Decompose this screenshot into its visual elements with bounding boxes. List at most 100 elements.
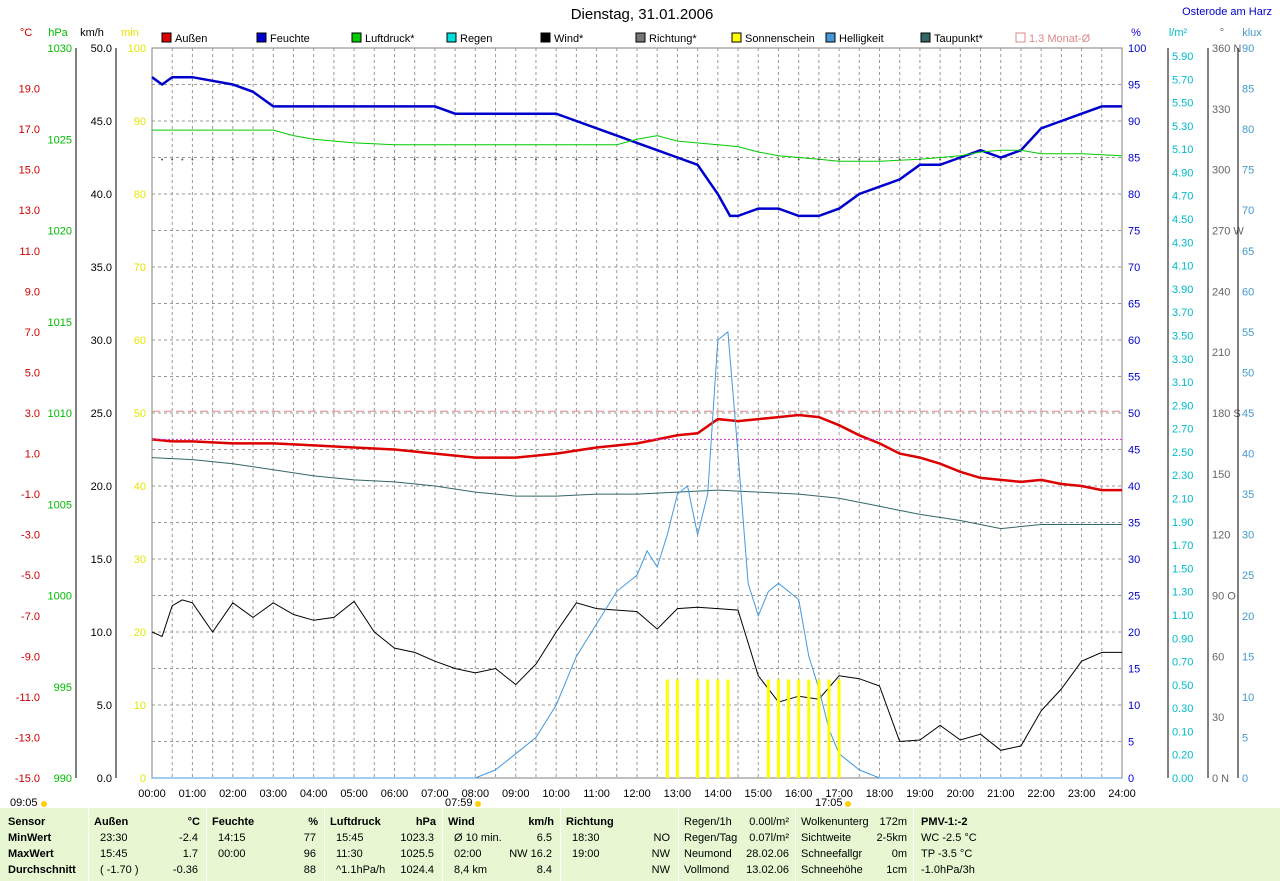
footer-cell-time: 02:00 (454, 848, 482, 860)
right-axis-tick: 90 (1242, 43, 1254, 55)
right-axis-tick: 2.90 (1172, 400, 1193, 412)
footer-unit: hPa (415, 816, 436, 828)
right-axis-tick: 85 (1242, 84, 1254, 96)
series-feuchte (151, 75, 1122, 218)
direction-point (534, 158, 537, 161)
legend-swatch (540, 32, 551, 43)
right-axis-tick: 45 (1128, 445, 1140, 457)
legend-swatch (825, 32, 836, 43)
legend-label: Sonnenschein (745, 33, 815, 45)
sensor-time-marker: 09:05 (10, 797, 38, 808)
x-axis-tick: 09:00 (502, 788, 530, 800)
right-axis-tick: 5.90 (1172, 51, 1193, 63)
legend-swatch (635, 32, 646, 43)
left-axis-tick: -3.0 (21, 530, 40, 542)
left-axis-tick: 19.0 (19, 84, 40, 96)
right-axis-unit: klux (1242, 27, 1262, 39)
footer-cell-value: TP -3.5 °C (921, 848, 973, 860)
footer-cell-label: Schneefallgr (801, 848, 863, 860)
left-axis-tick: 70 (134, 262, 146, 274)
left-axis-tick: 60 (134, 335, 146, 347)
footer-cell-time: ^1.1hPa/h (336, 864, 386, 876)
footer-header: Richtung (566, 816, 614, 828)
direction-point (737, 158, 740, 161)
footer-col-wind: Wind km/h Ø 10 min. 6.5 02:00 NW 16.2 8,4 km 8.… (442, 808, 561, 881)
x-axis-tick: 01:00 (179, 788, 207, 800)
footer-cell-value: -0.36 (172, 864, 198, 876)
legend-label: Helligkeit (839, 33, 884, 45)
right-axis-tick: 85 (1128, 153, 1140, 165)
left-axis-tick: 1030 (48, 43, 72, 55)
x-axis-tick: 24:00 (1108, 788, 1136, 800)
right-axis-tick: 1.50 (1172, 563, 1193, 575)
x-axis-tick: 21:00 (987, 788, 1015, 800)
x-axis-tick: 00:00 (138, 788, 166, 800)
right-axis-tick: 4.30 (1172, 237, 1193, 249)
right-axis-tick: 80 (1242, 124, 1254, 136)
right-axis-tick: 0.10 (1172, 726, 1193, 738)
right-axis-tick: 150 (1212, 469, 1230, 481)
footer-cell-value: NO (653, 832, 671, 844)
direction-point (1040, 158, 1043, 161)
footer-unit: km/h (528, 816, 554, 828)
legend-swatch (256, 32, 267, 43)
direction-point (858, 158, 861, 161)
left-axis-tick: 80 (134, 189, 146, 201)
footer-cell-time: 11:30 (336, 848, 363, 860)
x-axis-tick: 07:00 (421, 788, 449, 800)
footer-cell-value: 6.5 (536, 832, 552, 844)
x-axis-tick: 14:00 (704, 788, 732, 800)
footer-cell-value: 77 (303, 832, 316, 844)
left-axis-tick: -1.0 (21, 489, 40, 501)
right-axis-tick: 360 N (1212, 43, 1241, 55)
left-axis-tick: 1.0 (25, 449, 40, 461)
right-axis-tick: 75 (1242, 165, 1254, 177)
right-axis-tick: 2.50 (1172, 447, 1193, 459)
legend-label: Feuchte (270, 33, 310, 45)
footer-cell-value: 8.4 (536, 864, 552, 876)
right-axis-tick: 210 (1212, 347, 1230, 359)
direction-point (161, 158, 164, 161)
right-axis-tick: 100 (1128, 43, 1146, 55)
right-axis-tick: 90 O (1212, 591, 1236, 603)
footer-row-label: Durchschnitt (8, 864, 76, 876)
right-axis-tick: 80 (1128, 189, 1140, 201)
footer-header: Feuchte (212, 816, 255, 828)
right-axis-tick: 1.30 (1172, 587, 1193, 599)
right-axis-tick: 20 (1242, 611, 1254, 623)
right-axis-tick: 5.10 (1172, 144, 1193, 156)
sunset-marker: 17:05 (815, 797, 843, 808)
left-axis-tick: -9.0 (21, 651, 40, 663)
direction-point (433, 158, 436, 161)
left-axis-tick: 11.0 (19, 246, 40, 258)
left-axis-tick: -15.0 (15, 773, 40, 785)
right-axis-tick: 3.10 (1172, 377, 1193, 389)
right-axis-tick: 10 (1128, 700, 1140, 712)
right-axis-tick: 3.70 (1172, 307, 1193, 319)
footer-cell-value: 1025.5 (400, 848, 434, 860)
left-axis-tick: 15.0 (91, 554, 112, 566)
left-axis-tick: -13.0 (15, 732, 40, 744)
left-axis-unit: min (121, 27, 139, 39)
legend-label: Taupunkt* (934, 33, 984, 45)
chart-title: Dienstag, 31.01.2006 (571, 6, 714, 23)
legend-swatch (446, 32, 457, 43)
left-axis-tick: 35.0 (91, 262, 112, 274)
direction-point (1100, 158, 1103, 161)
right-axis-tick: 5.30 (1172, 121, 1193, 133)
footer-cell-value: -1.0hPa/3h (921, 864, 975, 876)
right-axis-tick: 75 (1128, 226, 1140, 238)
left-axis-unit: °C (20, 27, 32, 39)
legend-swatch (351, 32, 362, 43)
sunrise-icon (475, 801, 481, 807)
right-axis-tick: 0.70 (1172, 657, 1193, 669)
x-axis-tick: 19:00 (906, 788, 934, 800)
right-axis-tick: 30 (1242, 530, 1254, 542)
footer-cell-time: ( -1.70 ) (100, 864, 139, 876)
direction-point (171, 158, 174, 161)
right-axis-tick: 15 (1242, 651, 1254, 663)
left-axis-tick: 45.0 (91, 116, 112, 128)
series-group (151, 75, 1123, 779)
right-axis-tick: 60 (1128, 335, 1140, 347)
direction-point (817, 158, 820, 161)
